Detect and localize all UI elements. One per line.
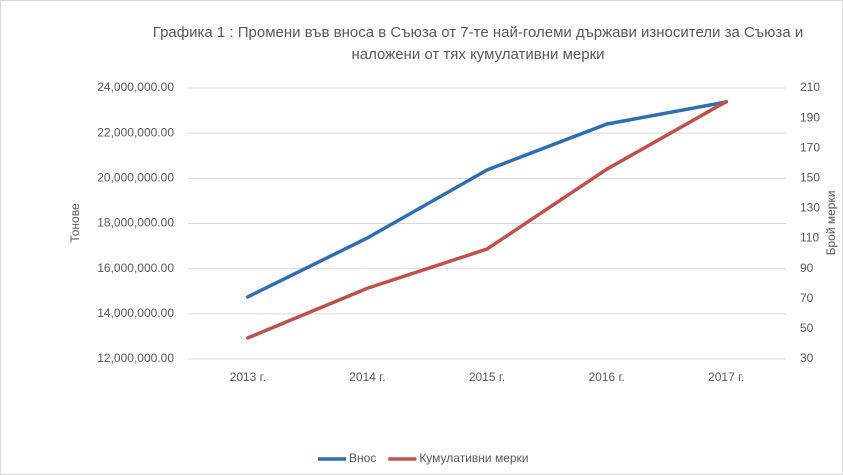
y2-tick-label: 70 <box>800 291 814 305</box>
y2-tick-label: 170 <box>800 140 820 154</box>
y2-tick-label: 150 <box>800 171 820 185</box>
x-tick-label: 2016 г. <box>588 370 624 384</box>
y2-tick-label: 50 <box>800 321 814 335</box>
y-tick-label: 18,000,000.00 <box>97 216 174 230</box>
x-tick-label: 2013 г. <box>230 370 266 384</box>
legend-label: Кумулативни мерки <box>419 451 528 465</box>
y2-tick-label: 110 <box>800 231 819 245</box>
y-tick-label: 12,000,000.00 <box>97 351 174 365</box>
x-tick-label: 2017 г. <box>708 370 744 384</box>
data-line <box>246 99 728 340</box>
y-tick-label: 14,000,000.00 <box>97 306 174 320</box>
y-tick-label: 22,000,000.00 <box>97 125 174 139</box>
y-axis-label: Тонове <box>68 203 82 243</box>
y2-tick-label: 30 <box>800 351 814 365</box>
y-tick-label: 20,000,000.00 <box>97 171 174 185</box>
y2-tick-label: 190 <box>800 110 820 124</box>
y-tick-label: 24,000,000.00 <box>97 80 174 94</box>
y2-axis-label: Брой мерки <box>824 191 838 256</box>
x-tick-label: 2014 г. <box>349 370 385 384</box>
y2-tick-label: 90 <box>800 261 814 275</box>
legend-label: Внос <box>349 451 376 465</box>
data-line <box>246 100 728 299</box>
chart-title: Графика 1 : Промени във вноса в Съюза от… <box>152 24 804 63</box>
y2-tick-label: 210 <box>800 80 820 94</box>
y2-tick-label: 130 <box>800 201 820 215</box>
x-tick-label: 2015 г. <box>469 370 505 384</box>
y-tick-label: 16,000,000.00 <box>97 261 174 275</box>
